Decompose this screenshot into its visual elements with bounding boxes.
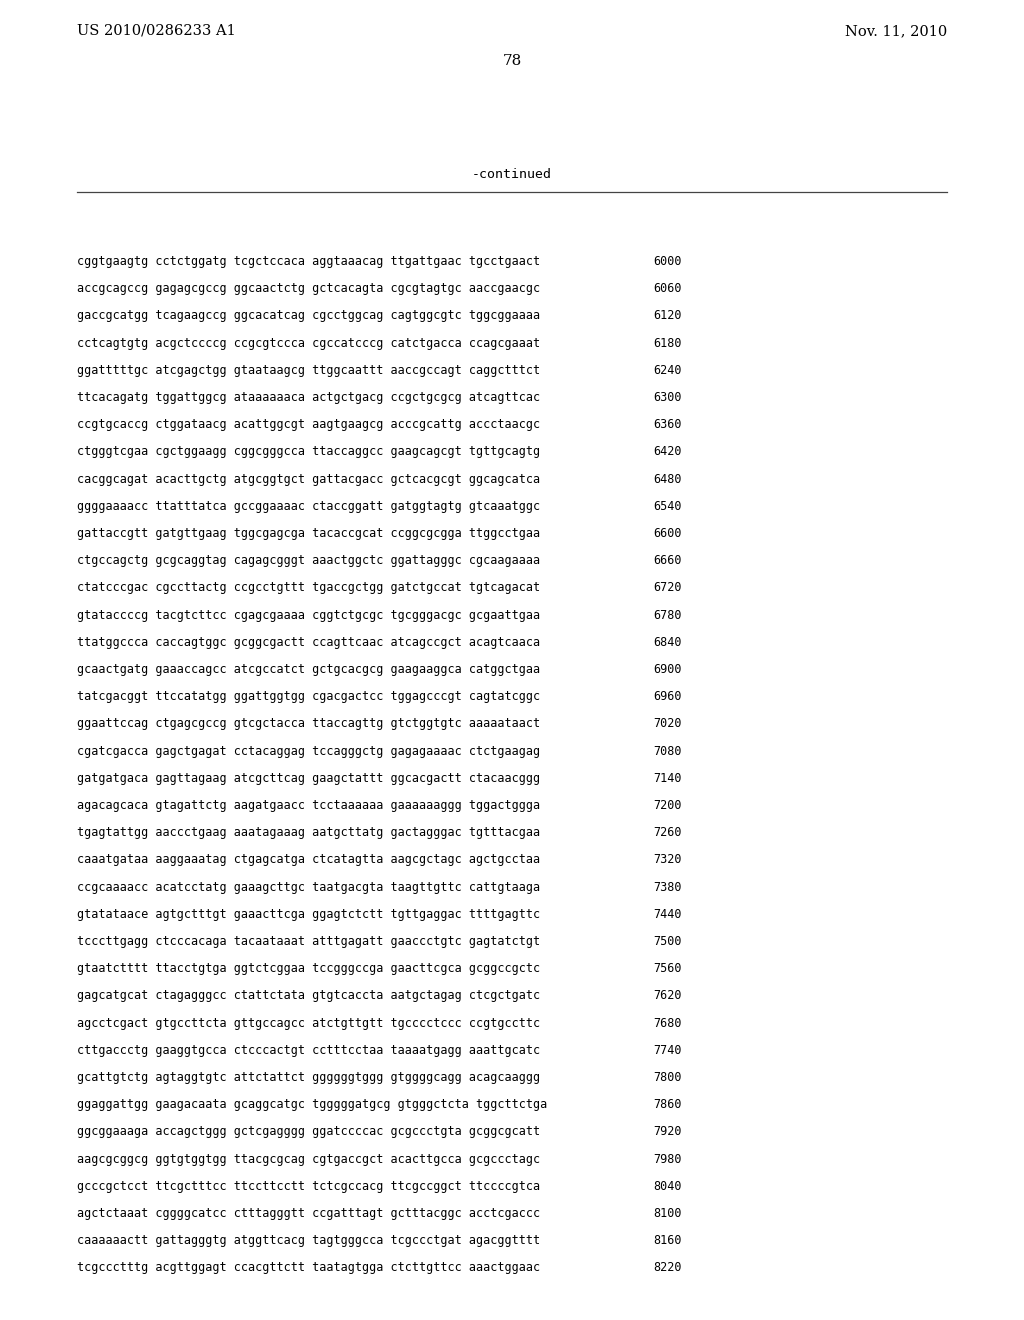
Text: 7260: 7260 bbox=[653, 826, 682, 840]
Text: tgagtattgg aaccctgaag aaatagaaag aatgcttatg gactagggac tgtttacgaa: tgagtattgg aaccctgaag aaatagaaag aatgctt… bbox=[77, 826, 540, 840]
Text: caaatgataa aaggaaatag ctgagcatga ctcatagtta aagcgctagc agctgcctaa: caaatgataa aaggaaatag ctgagcatga ctcatag… bbox=[77, 854, 540, 866]
Text: gtataccccg tacgtcttcc cgagcgaaaa cggtctgcgc tgcgggacgc gcgaattgaa: gtataccccg tacgtcttcc cgagcgaaaa cggtctg… bbox=[77, 609, 540, 622]
Text: 8040: 8040 bbox=[653, 1180, 682, 1193]
Text: 7080: 7080 bbox=[653, 744, 682, 758]
Text: caaaaaactt gattagggtg atggttcacg tagtgggcca tcgccctgat agacggtttt: caaaaaactt gattagggtg atggttcacg tagtggg… bbox=[77, 1234, 540, 1247]
Text: gcccgctcct ttcgctttcc ttccttcctt tctcgccacg ttcgccggct ttccccgtca: gcccgctcct ttcgctttcc ttccttcctt tctcgcc… bbox=[77, 1180, 540, 1193]
Text: 8100: 8100 bbox=[653, 1206, 682, 1220]
Text: gaccgcatgg tcagaagccg ggcacatcag cgcctggcag cagtggcgtc tggcggaaaa: gaccgcatgg tcagaagccg ggcacatcag cgcctgg… bbox=[77, 309, 540, 322]
Text: 7740: 7740 bbox=[653, 1044, 682, 1057]
Text: 6240: 6240 bbox=[653, 364, 682, 376]
Text: 6060: 6060 bbox=[653, 282, 682, 296]
Text: gagcatgcat ctagagggcc ctattctata gtgtcaccta aatgctagag ctcgctgatc: gagcatgcat ctagagggcc ctattctata gtgtcac… bbox=[77, 990, 540, 1002]
Text: gtaatctttt ttacctgtga ggtctcggaa tccgggccga gaacttcgca gcggccgctc: gtaatctttt ttacctgtga ggtctcggaa tccgggc… bbox=[77, 962, 540, 975]
Text: gtatataace agtgctttgt gaaacttcga ggagtctctt tgttgaggac ttttgagttc: gtatataace agtgctttgt gaaacttcga ggagtct… bbox=[77, 908, 540, 921]
Text: 7020: 7020 bbox=[653, 717, 682, 730]
Text: 6720: 6720 bbox=[653, 581, 682, 594]
Text: 7800: 7800 bbox=[653, 1071, 682, 1084]
Text: 6540: 6540 bbox=[653, 500, 682, 512]
Text: -continued: -continued bbox=[472, 168, 552, 181]
Text: 6120: 6120 bbox=[653, 309, 682, 322]
Text: ggcggaaaga accagctggg gctcgagggg ggatccccac gcgccctgta gcggcgcatt: ggcggaaaga accagctggg gctcgagggg ggatccc… bbox=[77, 1126, 540, 1138]
Text: tatcgacggt ttccatatgg ggattggtgg cgacgactcc tggagcccgt cagtatcggc: tatcgacggt ttccatatgg ggattggtgg cgacgac… bbox=[77, 690, 540, 704]
Text: cttgaccctg gaaggtgcca ctcccactgt cctttcctaa taaaatgagg aaattgcatc: cttgaccctg gaaggtgcca ctcccactgt cctttcc… bbox=[77, 1044, 540, 1057]
Text: 7500: 7500 bbox=[653, 935, 682, 948]
Text: 7620: 7620 bbox=[653, 990, 682, 1002]
Text: ggaggattgg gaagacaata gcaggcatgc tgggggatgcg gtgggctcta tggcttctga: ggaggattgg gaagacaata gcaggcatgc tggggga… bbox=[77, 1098, 547, 1111]
Text: agacagcaca gtagattctg aagatgaacc tcctaaaaaa gaaaaaaggg tggactggga: agacagcaca gtagattctg aagatgaacc tcctaaa… bbox=[77, 799, 540, 812]
Text: gcattgtctg agtaggtgtc attctattct ggggggtggg gtggggcagg acagcaaggg: gcattgtctg agtaggtgtc attctattct ggggggt… bbox=[77, 1071, 540, 1084]
Text: 6600: 6600 bbox=[653, 527, 682, 540]
Text: US 2010/0286233 A1: US 2010/0286233 A1 bbox=[77, 24, 236, 38]
Text: 7980: 7980 bbox=[653, 1152, 682, 1166]
Text: gatgatgaca gagttagaag atcgcttcag gaagctattt ggcacgactt ctacaacggg: gatgatgaca gagttagaag atcgcttcag gaagcta… bbox=[77, 772, 540, 785]
Text: ctgggtcgaa cgctggaagg cggcgggcca ttaccaggcc gaagcagcgt tgttgcagtg: ctgggtcgaa cgctggaagg cggcgggcca ttaccag… bbox=[77, 445, 540, 458]
Text: 7200: 7200 bbox=[653, 799, 682, 812]
Text: 6420: 6420 bbox=[653, 445, 682, 458]
Text: 6780: 6780 bbox=[653, 609, 682, 622]
Text: 6300: 6300 bbox=[653, 391, 682, 404]
Text: 6960: 6960 bbox=[653, 690, 682, 704]
Text: ccgcaaaacc acatcctatg gaaagcttgc taatgacgta taagttgttc cattgtaaga: ccgcaaaacc acatcctatg gaaagcttgc taatgac… bbox=[77, 880, 540, 894]
Text: ccgtgcaccg ctggataacg acattggcgt aagtgaagcg acccgcattg accctaacgc: ccgtgcaccg ctggataacg acattggcgt aagtgaa… bbox=[77, 418, 540, 432]
Text: 7680: 7680 bbox=[653, 1016, 682, 1030]
Text: 7860: 7860 bbox=[653, 1098, 682, 1111]
Text: tcccttgagg ctcccacaga tacaataaat atttgagatt gaaccctgtc gagtatctgt: tcccttgagg ctcccacaga tacaataaat atttgag… bbox=[77, 935, 540, 948]
Text: aagcgcggcg ggtgtggtgg ttacgcgcag cgtgaccgct acacttgcca gcgccctagc: aagcgcggcg ggtgtggtgg ttacgcgcag cgtgacc… bbox=[77, 1152, 540, 1166]
Text: 7560: 7560 bbox=[653, 962, 682, 975]
Text: 7440: 7440 bbox=[653, 908, 682, 921]
Text: ttatggccca caccagtggc gcggcgactt ccagttcaac atcagccgct acagtcaaca: ttatggccca caccagtggc gcggcgactt ccagttc… bbox=[77, 636, 540, 649]
Text: 6360: 6360 bbox=[653, 418, 682, 432]
Text: 7140: 7140 bbox=[653, 772, 682, 785]
Text: tcgccctttg acgttggagt ccacgttctt taatagtgga ctcttgttcc aaactggaac: tcgccctttg acgttggagt ccacgttctt taatagt… bbox=[77, 1262, 540, 1274]
Text: 7320: 7320 bbox=[653, 854, 682, 866]
Text: 6900: 6900 bbox=[653, 663, 682, 676]
Text: 7920: 7920 bbox=[653, 1126, 682, 1138]
Text: ctgccagctg gcgcaggtag cagagcgggt aaactggctc ggattagggc cgcaagaaaa: ctgccagctg gcgcaggtag cagagcgggt aaactgg… bbox=[77, 554, 540, 568]
Text: 6480: 6480 bbox=[653, 473, 682, 486]
Text: Nov. 11, 2010: Nov. 11, 2010 bbox=[845, 24, 947, 38]
Text: gcaactgatg gaaaccagcc atcgccatct gctgcacgcg gaagaaggca catggctgaa: gcaactgatg gaaaccagcc atcgccatct gctgcac… bbox=[77, 663, 540, 676]
Text: cgatcgacca gagctgagat cctacaggag tccagggctg gagagaaaac ctctgaagag: cgatcgacca gagctgagat cctacaggag tccaggg… bbox=[77, 744, 540, 758]
Text: 8220: 8220 bbox=[653, 1262, 682, 1274]
Text: 7380: 7380 bbox=[653, 880, 682, 894]
Text: ggggaaaacc ttatttatca gccggaaaac ctaccggatt gatggtagtg gtcaaatggc: ggggaaaacc ttatttatca gccggaaaac ctaccgg… bbox=[77, 500, 540, 512]
Text: ggaattccag ctgagcgccg gtcgctacca ttaccagttg gtctggtgtc aaaaataact: ggaattccag ctgagcgccg gtcgctacca ttaccag… bbox=[77, 717, 540, 730]
Text: cacggcagat acacttgctg atgcggtgct gattacgacc gctcacgcgt ggcagcatca: cacggcagat acacttgctg atgcggtgct gattacg… bbox=[77, 473, 540, 486]
Text: 6000: 6000 bbox=[653, 255, 682, 268]
Text: gattaccgtt gatgttgaag tggcgagcga tacaccgcat ccggcgcgga ttggcctgaa: gattaccgtt gatgttgaag tggcgagcga tacaccg… bbox=[77, 527, 540, 540]
Text: 6180: 6180 bbox=[653, 337, 682, 350]
Text: ttcacagatg tggattggcg ataaaaaaca actgctgacg ccgctgcgcg atcagttcac: ttcacagatg tggattggcg ataaaaaaca actgctg… bbox=[77, 391, 540, 404]
Text: 78: 78 bbox=[503, 54, 521, 69]
Text: 6840: 6840 bbox=[653, 636, 682, 649]
Text: 8160: 8160 bbox=[653, 1234, 682, 1247]
Text: ctatcccgac cgccttactg ccgcctgttt tgaccgctgg gatctgccat tgtcagacat: ctatcccgac cgccttactg ccgcctgttt tgaccgc… bbox=[77, 581, 540, 594]
Text: agctctaaat cggggcatcc ctttagggtt ccgatttagt gctttacggc acctcgaccc: agctctaaat cggggcatcc ctttagggtt ccgattt… bbox=[77, 1206, 540, 1220]
Text: cctcagtgtg acgctccccg ccgcgtccca cgccatcccg catctgacca ccagcgaaat: cctcagtgtg acgctccccg ccgcgtccca cgccatc… bbox=[77, 337, 540, 350]
Text: cggtgaagtg cctctggatg tcgctccaca aggtaaacag ttgattgaac tgcctgaact: cggtgaagtg cctctggatg tcgctccaca aggtaaa… bbox=[77, 255, 540, 268]
Text: accgcagccg gagagcgccg ggcaactctg gctcacagta cgcgtagtgc aaccgaacgc: accgcagccg gagagcgccg ggcaactctg gctcaca… bbox=[77, 282, 540, 296]
Text: agcctcgact gtgccttcta gttgccagcc atctgttgtt tgcccctccc ccgtgccttc: agcctcgact gtgccttcta gttgccagcc atctgtt… bbox=[77, 1016, 540, 1030]
Text: ggatttttgc atcgagctgg gtaataagcg ttggcaattt aaccgccagt caggctttct: ggatttttgc atcgagctgg gtaataagcg ttggcaa… bbox=[77, 364, 540, 376]
Text: 6660: 6660 bbox=[653, 554, 682, 568]
